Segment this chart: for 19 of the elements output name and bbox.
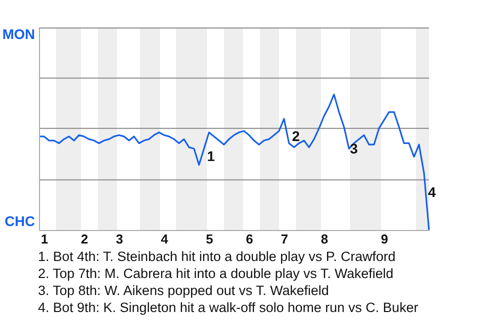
x-tick-label: 6 xyxy=(246,232,254,246)
text: CHC xyxy=(4,213,35,229)
annotation: 2 xyxy=(292,128,300,144)
text: 4. Bot 9th: K. Singleton hit a walk-off solo home run vs C. Buker xyxy=(38,299,420,316)
x-tick-label: 8 xyxy=(320,232,328,246)
x-tick-label: 9 xyxy=(380,232,388,246)
annotation: 4 xyxy=(428,184,436,200)
x-tick-label: 7 xyxy=(280,232,288,246)
x-tick-label: 4 xyxy=(160,232,169,246)
x-tick-label: 5 xyxy=(206,232,214,246)
x-tick-label: 1 xyxy=(40,232,48,246)
text: 1. Bot 4th: T. Steinbach hit into a double play vs P. Crawford xyxy=(38,248,396,265)
annotation: 3 xyxy=(350,140,358,157)
annotation: 1 xyxy=(207,148,215,164)
text: MON xyxy=(2,26,35,42)
text: 3. Top 8th: W. Aikens popped out vs T. Wakefield xyxy=(38,282,330,299)
text: 2. Top 7th: M. Cabrera hit into a double play vs T. Wakefield xyxy=(38,265,394,282)
x-tick-label: 2 xyxy=(80,232,88,246)
x-tick-label: 3 xyxy=(116,232,124,246)
